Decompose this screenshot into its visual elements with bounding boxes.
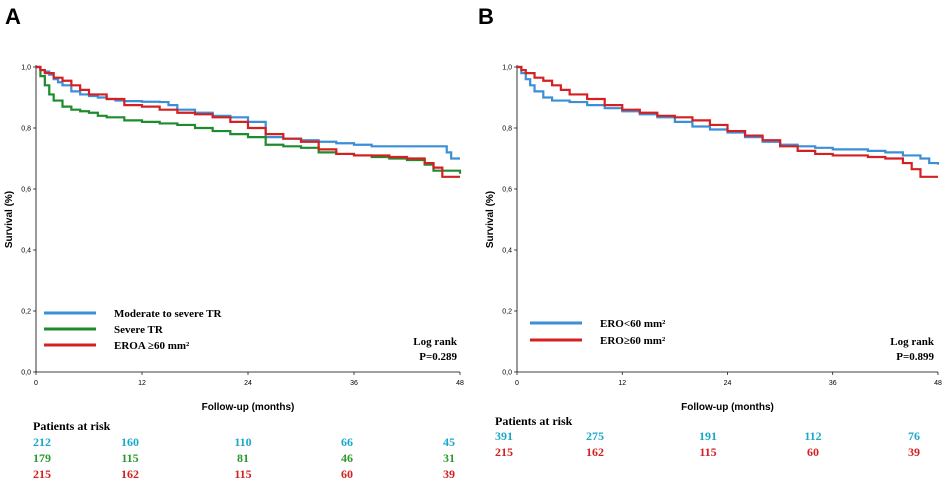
panel-letter: A [5, 4, 21, 29]
x-tick-label: 24 [244, 380, 252, 387]
risk-table-value: 39 [443, 467, 455, 481]
risk-table-value: 275 [586, 429, 604, 443]
x-tick-label: 12 [138, 380, 146, 387]
risk-table-title: Patients at risk [495, 414, 573, 428]
risk-table-value: 191 [699, 429, 717, 443]
survival-curve-1 [36, 65, 460, 160]
x-tick-label: 48 [934, 380, 942, 387]
risk-table-value: 115 [234, 467, 251, 481]
y-tick-label: 0,0 [502, 370, 512, 377]
risk-table-value: 179 [33, 451, 51, 465]
risk-table-value: 115 [699, 445, 716, 459]
y-tick-label: 0,4 [21, 248, 31, 255]
risk-table-title: Patients at risk [33, 419, 111, 433]
y-axis-label: Survival (%) [485, 191, 496, 248]
y-tick-label: 0,6 [502, 187, 512, 194]
y-tick-label: 0,2 [21, 309, 31, 316]
y-tick-label: 0,2 [502, 309, 512, 316]
legend-label: ERO<60 mm² [600, 318, 666, 330]
risk-table-value: 31 [443, 451, 455, 465]
y-tick-label: 0,8 [21, 126, 31, 133]
log-rank-p-value: P=0.289 [419, 351, 457, 363]
log-rank-label: Log rank [413, 336, 458, 348]
x-tick-label: 36 [350, 380, 358, 387]
log-rank-label: Log rank [890, 336, 935, 348]
risk-table-value: 76 [908, 429, 920, 443]
survival-curve-1 [517, 65, 940, 165]
y-tick-label: 0,0 [21, 370, 31, 377]
panel-letter: B [478, 4, 494, 29]
legend-label: Moderate to severe TR [114, 308, 222, 320]
risk-table-value: 60 [341, 467, 353, 481]
survival-curve-2 [36, 65, 462, 174]
risk-table-value: 39 [908, 445, 920, 459]
y-tick-label: 0,8 [502, 126, 512, 133]
risk-table-value: 162 [586, 445, 604, 459]
risk-table-value: 215 [33, 467, 51, 481]
survival-curve-2 [517, 65, 938, 178]
risk-table-value: 212 [33, 435, 51, 449]
risk-table-value: 215 [495, 445, 513, 459]
x-tick-label: 48 [456, 380, 464, 387]
risk-table-value: 110 [234, 435, 251, 449]
risk-table-value: 45 [443, 435, 455, 449]
y-tick-label: 0,6 [21, 187, 31, 194]
risk-table-value: 115 [121, 451, 138, 465]
risk-table-value: 112 [804, 429, 821, 443]
x-tick-label: 36 [829, 380, 837, 387]
x-axis-label: Follow-up (months) [681, 402, 774, 413]
risk-table-value: 162 [121, 467, 139, 481]
x-tick-label: 12 [618, 380, 626, 387]
risk-table-value: 81 [237, 451, 249, 465]
risk-table-value: 60 [807, 445, 819, 459]
log-rank-p-value: P=0.899 [896, 351, 934, 363]
x-tick-label: 0 [515, 380, 519, 387]
survival-curve-3 [36, 65, 460, 178]
y-tick-label: 1,0 [502, 65, 512, 72]
legend-label: Severe TR [114, 324, 164, 336]
y-tick-label: 0,4 [502, 248, 512, 255]
y-tick-label: 1,0 [21, 65, 31, 72]
legend-label: ERO≥60 mm² [600, 335, 666, 347]
risk-table-value: 66 [341, 435, 353, 449]
x-axis-label: Follow-up (months) [202, 402, 295, 413]
risk-table-value: 391 [495, 429, 513, 443]
risk-table-value: 46 [341, 451, 353, 465]
x-tick-label: 24 [724, 380, 732, 387]
risk-table-value: 160 [121, 435, 139, 449]
legend-label: EROA ≥60 mm² [114, 340, 190, 352]
y-axis-label: Survival (%) [4, 191, 15, 248]
x-tick-label: 0 [34, 380, 38, 387]
